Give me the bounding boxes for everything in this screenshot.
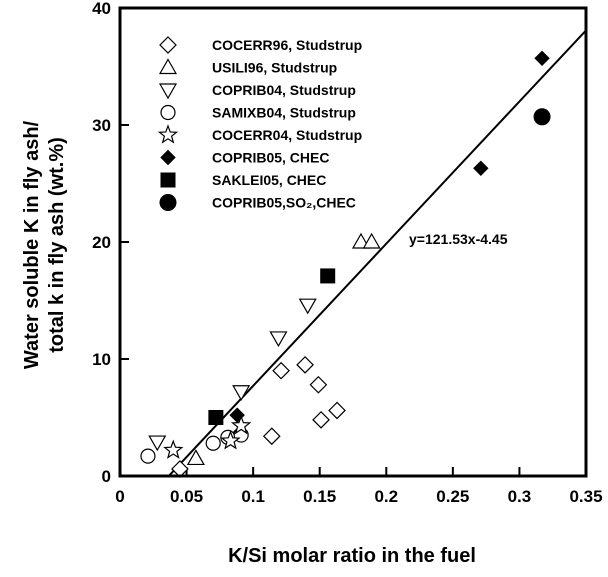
data-point-series-5 — [229, 407, 245, 423]
legend-label-5: COPRIB05, CHEC — [212, 150, 329, 166]
y-tick-label: 40 — [92, 0, 111, 18]
legend-marker-6 — [160, 172, 176, 188]
data-point-series-2 — [298, 298, 317, 315]
y-axis-label-line-1: Water soluble K in fly ash/ — [21, 120, 43, 369]
data-point-series-2 — [269, 331, 288, 348]
data-point-series-4 — [230, 414, 252, 435]
x-tick-label: 0.1 — [241, 487, 265, 506]
legend-label-2: COPRIB04, Studstrup — [212, 82, 356, 98]
data-point-series-6 — [208, 410, 224, 425]
x-tick-label: 0.05 — [170, 487, 203, 506]
data-point-series-5 — [534, 50, 550, 67]
x-tick-label: 0.15 — [303, 487, 336, 506]
legend: COCERR96, Studstrup USILI96, Studstrup COP… — [157, 36, 362, 211]
data-point-series-4 — [220, 430, 241, 450]
legend-label-0: COCERR96, Studstrup — [212, 37, 362, 53]
y-tick-label: 10 — [92, 350, 111, 369]
legend-label-4: COCERR04, Studstrup — [212, 127, 362, 143]
data-points — [140, 50, 551, 478]
data-point-series-0 — [272, 361, 290, 380]
data-point-series-0 — [296, 356, 314, 374]
x-tick-label: 0.25 — [436, 487, 469, 506]
data-point-series-5 — [473, 160, 489, 176]
data-point-series-0 — [309, 375, 328, 394]
legend-marker-5 — [160, 149, 176, 166]
legend-marker-4 — [157, 124, 179, 144]
y-axis-label-line-2: total k in fly ash (wt.%) — [46, 137, 68, 353]
x-tick-label: 0.3 — [508, 487, 532, 506]
axis-ticks: 0 0.05 0.1 0.15 0.2 0.25 0.3 0.35 0 10 20 30 40 — [92, 0, 602, 506]
data-point-series-0 — [262, 427, 281, 446]
x-tick-label: 0.35 — [569, 487, 602, 506]
legend-marker-0 — [159, 36, 177, 54]
data-point-series-0 — [312, 410, 330, 429]
data-point-series-3 — [205, 435, 221, 451]
legend-label-6: SAKLEI05, CHEC — [212, 172, 326, 188]
legend-marker-2 — [158, 83, 178, 100]
x-tick-label: 0 — [115, 487, 124, 506]
y-tick-label: 0 — [102, 467, 111, 486]
y-axis-label: Water soluble K in fly ash/ total k in f… — [21, 120, 68, 369]
plot-frame — [118, 6, 588, 478]
legend-marker-7 — [159, 194, 177, 211]
data-point-series-6 — [320, 268, 336, 284]
legend-marker-3 — [160, 104, 176, 121]
data-point-series-7 — [533, 108, 551, 126]
legend-label-7: COPRIB05,SO₂,CHEC — [212, 195, 356, 211]
data-point-series-0 — [328, 401, 346, 420]
y-tick-label: 30 — [92, 116, 111, 135]
fit-line — [168, 29, 587, 477]
data-point-series-1 — [186, 449, 205, 466]
legend-label-1: USILI96, Studstrup — [212, 60, 337, 76]
fit-line-group — [168, 29, 587, 477]
data-point-series-4 — [163, 439, 184, 459]
data-point-series-2 — [232, 385, 251, 401]
legend-label-3: SAMIXB04, Studstrup — [212, 105, 356, 121]
data-point-series-2 — [148, 435, 167, 452]
y-tick-label: 20 — [92, 233, 111, 252]
data-point-series-3 — [140, 448, 156, 464]
legend-marker-1 — [158, 58, 178, 75]
fit-equation-label: y=121.53x-4.45 — [409, 231, 508, 247]
x-axis-label: K/Si molar ratio in the fuel — [228, 545, 476, 567]
x-tick-label: 0.2 — [374, 487, 398, 506]
data-point-series-1 — [362, 232, 381, 249]
